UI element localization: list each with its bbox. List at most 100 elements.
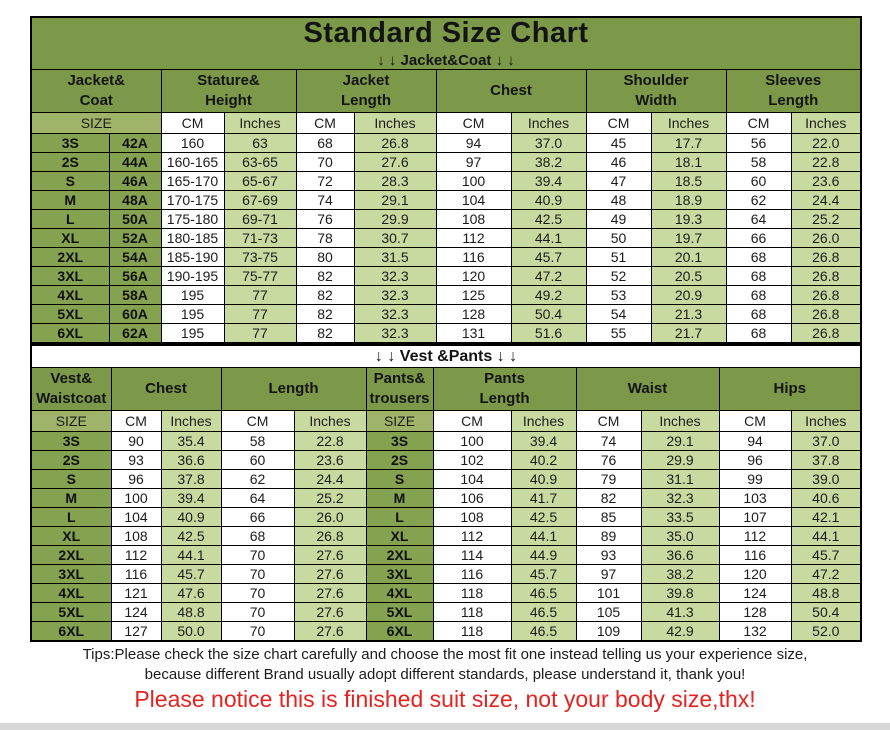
value-cell: 46.5 [510,621,577,642]
value-cell: 185-190 [160,246,225,267]
value-cell: 27.6 [293,621,367,642]
shoulder-width-header: Shoulder Width [585,68,727,113]
size-row-2s: 2S 44A 160-165 63-65 70 27.6 97 38.2 46 18.1 58 22.… [30,151,862,172]
cm-column-header: CM [110,410,162,433]
value-cell: 131 [435,322,512,344]
size-row-4xl: 4XL 58A 195 77 82 32.3 125 49.2 53 20.9 68 26.8 [30,284,862,305]
title-row: Standard Size Chart ↓ ↓ Jacket&Coat ↓ ↓ [30,16,862,70]
size-label-cell: 2XL [30,545,112,566]
value-cell: 17.7 [650,132,727,153]
value-cell: 118 [432,583,512,604]
size-label-cell: S [365,469,434,490]
value-cell: 26.8 [293,526,367,547]
size-row-5xl: 5XL 124 48.8 70 27.6 5XL 118 46.5 105 41.3 128 50.4 [30,602,862,623]
size-row-6xl: 6XL 62A 195 77 82 32.3 131 51.6 55 21.7 68 26.8 [30,322,862,344]
value-cell: 29.9 [353,208,437,229]
value-cell: 82 [295,265,355,286]
cm-column-header: CM [435,111,512,134]
value-cell: 180-185 [160,227,225,248]
value-cell: 77 [223,303,297,324]
value-cell: 46.5 [510,583,577,604]
value-cell: 36.6 [160,450,222,471]
cm-column-header: CM [160,111,225,134]
value-cell: 42.9 [640,621,720,642]
value-cell: 68 [725,303,792,324]
value-cell: 27.6 [293,564,367,585]
value-cell: 70 [220,602,295,623]
value-cell: 120 [718,564,792,585]
value-cell: 26.8 [790,322,862,344]
value-cell: 29.1 [353,189,437,210]
size-label-cell: 4XL [30,583,112,604]
value-cell: 44.1 [160,545,222,566]
size-label-cell: M [30,189,110,210]
value-cell: 109 [575,621,642,642]
value-cell: 106 [432,488,512,509]
waist-header: Waist [575,367,720,412]
value-cell: 44.1 [510,526,577,547]
value-cell: 102 [432,450,512,471]
value-cell: 160-165 [160,151,225,172]
inches-column-header: Inches [640,410,720,433]
chest-header: Chest [110,367,222,412]
value-cell: 26.0 [293,507,367,528]
size-label-cell: XL [30,526,112,547]
value-cell: 77 [223,284,297,305]
value-cell: 69-71 [223,208,297,229]
size-label-cell: 6XL [30,621,112,642]
value-cell: 45.7 [510,564,577,585]
inches-column-header: Inches [650,111,727,134]
value-cell: 19.3 [650,208,727,229]
value-cell: 37.0 [510,132,587,153]
jacket-unit-header-row: SIZE CM Inches CM Inches CM Inches CM Inches CM In… [30,111,862,134]
value-cell: 97 [575,564,642,585]
size-label-cell: S [30,170,110,191]
value-cell: 190-195 [160,265,225,286]
value-cell: 58 [725,151,792,172]
size-label-cell: XL [30,227,110,248]
value-cell: 44.1 [790,526,862,547]
inches-column-header: Inches [510,410,577,433]
value-cell: 97 [435,151,512,172]
value-cell: 68 [725,322,792,344]
inches-column-header: Inches [293,410,367,433]
value-cell: 85 [575,507,642,528]
value-cell: 38.2 [640,564,720,585]
value-cell: 70 [220,583,295,604]
value-cell: 19.7 [650,227,727,248]
vest-waistcoat-header: Vest& Waistcoat [30,367,112,412]
value-cell: 71-73 [223,227,297,248]
value-cell: 93 [575,545,642,566]
value-cell: 39.8 [640,583,720,604]
value-cell: 82 [575,488,642,509]
value-cell: 128 [718,602,792,623]
size-label-cell: 6XL [30,322,110,344]
sleeves-length-header: Sleeves Length [725,68,862,113]
value-cell: 170-175 [160,189,225,210]
vest-section-label: ↓ ↓ Vest &Pants ↓ ↓ [30,344,862,369]
size-label-cell: 2S [30,151,110,172]
size-label-cell: M [30,488,112,509]
value-cell: 116 [718,545,792,566]
size-row-m: M 48A 170-175 67-69 74 29.1 104 40.9 48 18.9 62 24.… [30,189,862,210]
value-cell: 70 [220,621,295,642]
size-label-cell: 2XL [365,545,434,566]
value-cell: 124 [718,583,792,604]
value-cell: 18.5 [650,170,727,191]
value-cell: 68 [725,284,792,305]
value-cell: 124 [110,602,162,623]
size-label-cell: S [30,469,112,490]
value-cell: 90 [110,431,162,452]
value-cell: 39.4 [510,170,587,191]
value-cell: 22.0 [790,132,862,153]
value-cell: 42.5 [510,208,587,229]
size-label-cell: 42A [108,132,162,153]
value-cell: 94 [435,132,512,153]
value-cell: 32.3 [353,265,437,286]
value-cell: 40.6 [790,488,862,509]
value-cell: 42.5 [510,507,577,528]
value-cell: 60 [725,170,792,191]
value-cell: 118 [432,621,512,642]
finished-size-notice: Please notice this is finished suit size… [134,686,756,713]
value-cell: 121 [110,583,162,604]
